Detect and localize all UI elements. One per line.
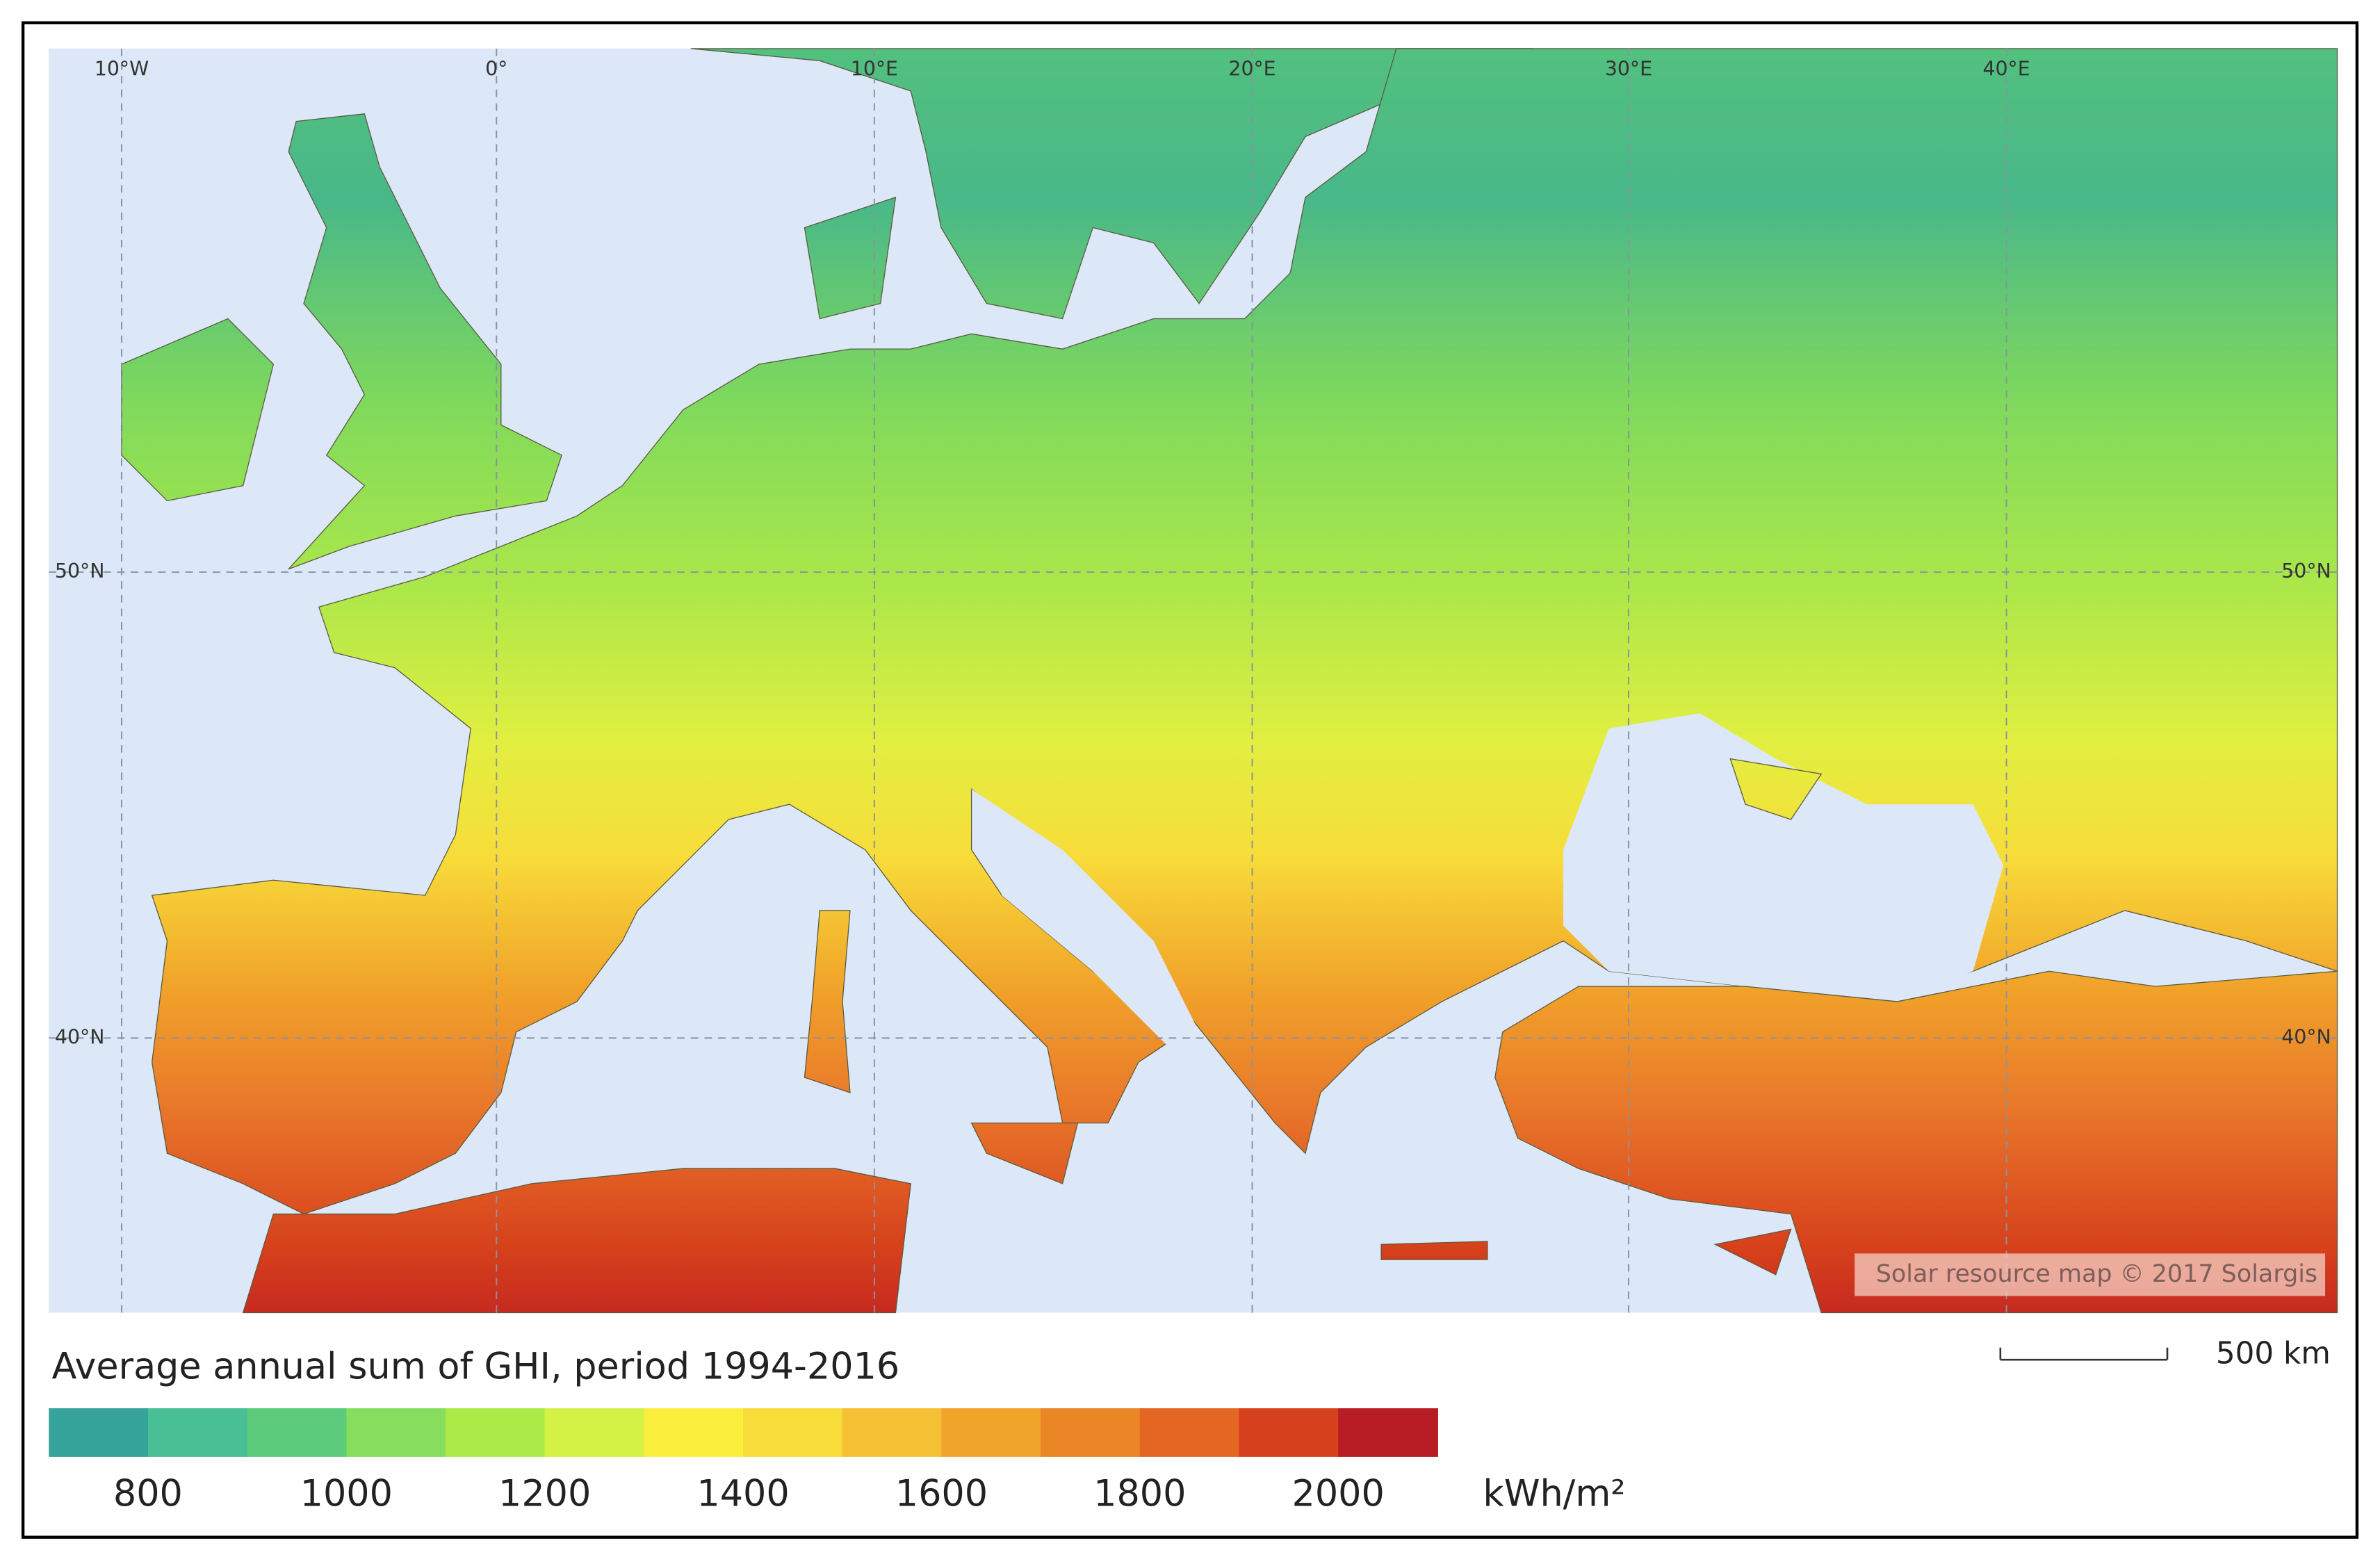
longitude-label: 0° <box>485 57 507 80</box>
credit-box <box>1855 1253 2326 1296</box>
latitude-label: 50°N <box>2281 560 2331 582</box>
graticule: 10°W 0° 10°E 20°E 30°E 40°E 50°N 50°N 40°N 40°N <box>49 48 2338 1313</box>
legend-tick-label: 1200 <box>498 1473 591 1515</box>
black-sea <box>1563 713 2004 1002</box>
legend-swatch <box>941 1408 1042 1457</box>
legend-unit: kWh/m² <box>1483 1473 1625 1515</box>
latitude-label: 50°N <box>55 560 105 582</box>
legend-swatch <box>445 1408 546 1457</box>
longitude-label: 10°E <box>851 57 898 80</box>
legend: 800 1000 1200 1400 1600 1800 2000 <box>49 1408 1438 1515</box>
map: 10°W 0° 10°E 20°E 30°E 40°E 50°N 50°N 40°N 40°N S… <box>49 48 2338 1314</box>
legend-swatch <box>49 1408 149 1457</box>
legend-tick-label: 1600 <box>895 1473 988 1515</box>
crete <box>1380 1241 1488 1260</box>
sicily <box>970 1122 1079 1184</box>
legend-tick-label: 800 <box>113 1473 183 1515</box>
legend-swatch <box>1239 1408 1339 1457</box>
credit: Solar resource map © 2017 Solargis <box>1876 1260 2317 1288</box>
crimea <box>1729 758 1823 820</box>
legend-swatch <box>147 1408 248 1457</box>
legend-swatch <box>544 1408 645 1457</box>
legend-swatch <box>644 1408 744 1457</box>
sardinia-corsica <box>804 910 851 1093</box>
denmark <box>804 196 897 320</box>
ireland <box>121 318 275 502</box>
legend-tick-label: 1800 <box>1093 1473 1186 1515</box>
legend-swatch <box>1139 1408 1240 1457</box>
latitude-label: 40°N <box>55 1025 105 1048</box>
longitude-label: 40°E <box>1982 57 2030 80</box>
latitude-label: 40°N <box>2281 1025 2331 1048</box>
turkey <box>1494 970 2338 1314</box>
legend-swatch <box>346 1408 447 1457</box>
longitude-label: 30°E <box>1605 57 1652 80</box>
scandinavia <box>690 48 1533 320</box>
legend-swatch <box>1338 1408 1438 1457</box>
scale-bar <box>1999 1347 2169 1361</box>
legend-swatch <box>743 1408 843 1457</box>
legend-tick-label: 2000 <box>1292 1473 1385 1515</box>
legend-swatch <box>1041 1408 1141 1457</box>
legend-tick-label: 1000 <box>300 1473 393 1515</box>
legend-swatch <box>247 1408 348 1457</box>
legend-title: Average annual sum of GHI, period 1994-2… <box>52 1345 900 1387</box>
scale-label: 500 km <box>2216 1336 2331 1371</box>
legend-swatch <box>842 1408 943 1457</box>
adriatic-sea <box>971 789 1200 1047</box>
longitude-label: 10°W <box>95 57 149 80</box>
legend-tick-label: 1400 <box>696 1473 789 1515</box>
north-africa <box>242 1168 912 1314</box>
longitude-label: 20°E <box>1228 57 1275 80</box>
great-britain <box>288 113 562 570</box>
cyprus <box>1713 1228 1792 1275</box>
